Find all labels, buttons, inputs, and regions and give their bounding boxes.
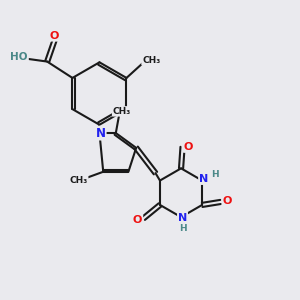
Text: N: N bbox=[178, 213, 187, 223]
Text: CH₃: CH₃ bbox=[112, 107, 131, 116]
Text: HO: HO bbox=[11, 52, 28, 62]
Text: O: O bbox=[133, 215, 142, 225]
Text: O: O bbox=[50, 31, 59, 41]
Text: O: O bbox=[222, 196, 232, 206]
Text: O: O bbox=[184, 142, 193, 152]
Text: H: H bbox=[179, 224, 186, 233]
Text: N: N bbox=[96, 127, 106, 140]
Text: CH₃: CH₃ bbox=[142, 56, 160, 64]
Text: CH₃: CH₃ bbox=[69, 176, 88, 185]
Text: H: H bbox=[211, 170, 218, 179]
Text: N: N bbox=[199, 174, 208, 184]
